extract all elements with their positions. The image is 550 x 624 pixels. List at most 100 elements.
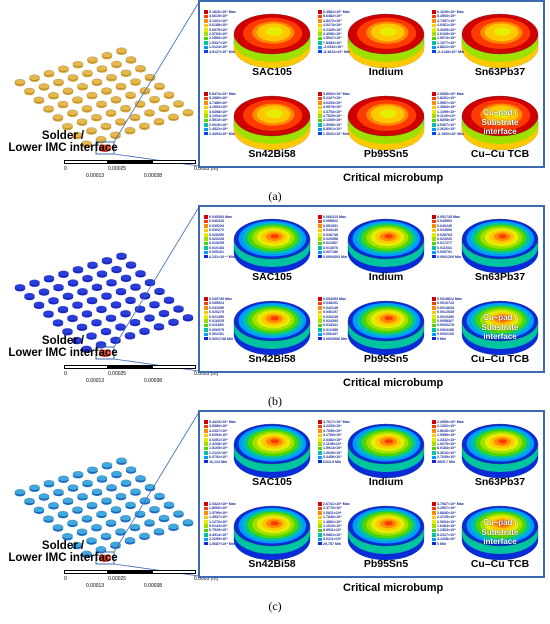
legend-swatch <box>204 515 208 520</box>
legend-value: 2.4208×10⁶ <box>209 441 228 446</box>
legend-value: 4.8812×10⁵ <box>437 45 456 50</box>
legend-entry: 3.0251×10⁶ <box>204 438 246 442</box>
material-label: Indium <box>368 66 404 78</box>
legend-entry: 1.0124×10⁶ <box>204 45 246 49</box>
legend-entry: 5.3458×10⁵ <box>318 455 360 459</box>
color-legend: 0.066313 Max 0.058922 0.051531 0.044140 0.03… <box>318 215 360 259</box>
microbump <box>115 288 127 296</box>
legend-swatch <box>318 45 322 50</box>
legend-entry: 8.2417×10⁵ <box>432 533 474 537</box>
legend-value: 0.058922 <box>323 219 338 224</box>
legend-value: 2.2626×10⁵ <box>437 127 456 132</box>
legend-entry: 1.3537×10⁶ <box>204 515 246 519</box>
legend-swatch <box>204 502 208 506</box>
contour-plot: 0.040749 Max 0.035924 0.031099 0.026275 0.02… <box>202 293 314 375</box>
legend-swatch <box>432 301 436 306</box>
microbump <box>38 288 50 296</box>
legend-entry: 9.1149×10⁵ <box>432 114 474 118</box>
legend-swatch <box>432 101 436 105</box>
legend-swatch <box>432 23 436 28</box>
legend-value: 0.048101 <box>323 301 338 306</box>
legend-value: 0.020228 <box>209 236 224 241</box>
legend-value: 2.0322×10⁶ Max <box>209 502 236 506</box>
bump-top-outline <box>233 95 311 137</box>
legend-value: 0.024293 <box>323 318 338 323</box>
microbump <box>116 47 127 55</box>
legend-entry: 2.0322×10⁶ Max <box>204 502 246 506</box>
legend-swatch <box>432 520 436 524</box>
color-legend: 5.1826×10⁶ Max 4.6615×10⁶ 4.1401×10⁶ 3.6188… <box>204 10 246 54</box>
bump-side-band <box>462 124 538 150</box>
material-label: Cu–Cu TCB <box>470 148 530 160</box>
legend-entry: 0.020228 <box>204 237 246 241</box>
legend-entry: 3.2967×10⁶ <box>432 506 474 510</box>
color-legend: 5.8652×10⁶ Max 5.2427×10⁶ 4.6203×10⁶ 3.9978… <box>318 92 360 136</box>
legend-value: 2.0811×10⁶ <box>323 510 342 515</box>
color-legend: 2.0535×10⁶ Max 1.8251×10⁶ 1.5967×10⁶ 1.3683… <box>432 92 474 136</box>
legend-value: 29,787 Min <box>323 541 342 546</box>
legend-swatch <box>204 420 208 424</box>
microbump <box>77 83 88 91</box>
legend-value: 0.051735 Max <box>437 215 460 219</box>
microbump <box>91 488 103 496</box>
legend-swatch <box>318 336 322 341</box>
microbump <box>71 131 83 140</box>
legend-swatch <box>318 424 322 429</box>
microbump <box>24 292 35 301</box>
microbump <box>24 497 35 506</box>
subfigure-caption: (c) <box>268 599 282 613</box>
legend-value: 5.4423×10⁶ Max <box>209 420 236 424</box>
legend-entry: -2.2148×10⁵ Min <box>432 50 474 54</box>
legend-swatch <box>432 315 436 319</box>
contour-plot: 5.8474×10⁶ Max 5.2980×10⁶ 4.7486×10⁶ 4.1992… <box>202 88 314 170</box>
legend-entry: 1.4881×10⁶ <box>318 520 360 524</box>
bump-side-band <box>234 534 310 560</box>
microbump <box>48 297 59 305</box>
legend-swatch <box>432 502 436 506</box>
legend-value: 5.3458×10⁵ <box>323 455 342 460</box>
bump-contour <box>233 218 311 274</box>
bump-side-band <box>462 42 538 68</box>
microbump <box>72 506 83 514</box>
legend-entry: 1.3332×10⁶ <box>432 438 474 442</box>
microbump <box>86 297 98 305</box>
legend-value: 7.8383×10⁵ <box>323 40 342 45</box>
legend-entry: 2.2626×10⁵ <box>432 127 474 131</box>
legend-entry: 3.2165×10⁶ <box>318 28 360 32</box>
legend-value: 0.011800 <box>209 323 224 328</box>
legend-swatch <box>432 297 436 301</box>
legend-value: 4.6615×10⁶ <box>209 14 228 19</box>
legend-entry: 1.7846×10⁶ <box>318 515 360 519</box>
legend-entry: 0.028763 <box>432 233 474 237</box>
color-legend: 5.4423×10⁶ Max 4.8380×10⁶ 4.2337×10⁶ 3.6294… <box>204 420 246 464</box>
legend-value: 0.042149 <box>323 305 338 310</box>
legend-entry: 0.014576 <box>318 246 360 250</box>
legend-entry: 2.0535×10⁶ Max <box>432 92 474 96</box>
microbump <box>72 471 84 479</box>
contour-plot: 0.066313 Max 0.058922 0.051531 0.044140 0.03… <box>316 211 428 293</box>
legend-entry: 0.042149 <box>318 306 360 310</box>
legend-value: 0.040316 <box>209 219 224 224</box>
legend-entry: 2.0811×10⁶ <box>318 511 360 515</box>
legend-swatch <box>432 328 436 332</box>
legend-entry: 6.4581×10⁶ Max <box>318 10 360 14</box>
microbump <box>125 261 137 269</box>
microbump <box>81 310 93 318</box>
microbump <box>43 105 54 113</box>
contour-band <box>498 439 507 444</box>
microbump <box>86 127 97 135</box>
scale-bar-segment <box>64 365 108 369</box>
scale-tick-label: 0.0005 (m) <box>194 166 219 172</box>
microbump <box>135 475 146 483</box>
legend-value: 4.0274×10⁶ <box>323 23 342 28</box>
legend-entry: 4.6203×10⁶ <box>318 101 360 105</box>
microbump <box>33 301 45 309</box>
legend-swatch <box>432 41 436 45</box>
legend-entry: 4.5467×10⁵ <box>432 123 474 127</box>
bump-array-view <box>14 1 200 167</box>
contour-band <box>498 111 507 116</box>
legend-swatch <box>318 533 322 537</box>
legend-value: 4.8372×10⁶ <box>323 18 342 23</box>
bump-top-outline <box>347 505 425 547</box>
legend-value: 2.0550×10⁶ <box>209 36 228 41</box>
